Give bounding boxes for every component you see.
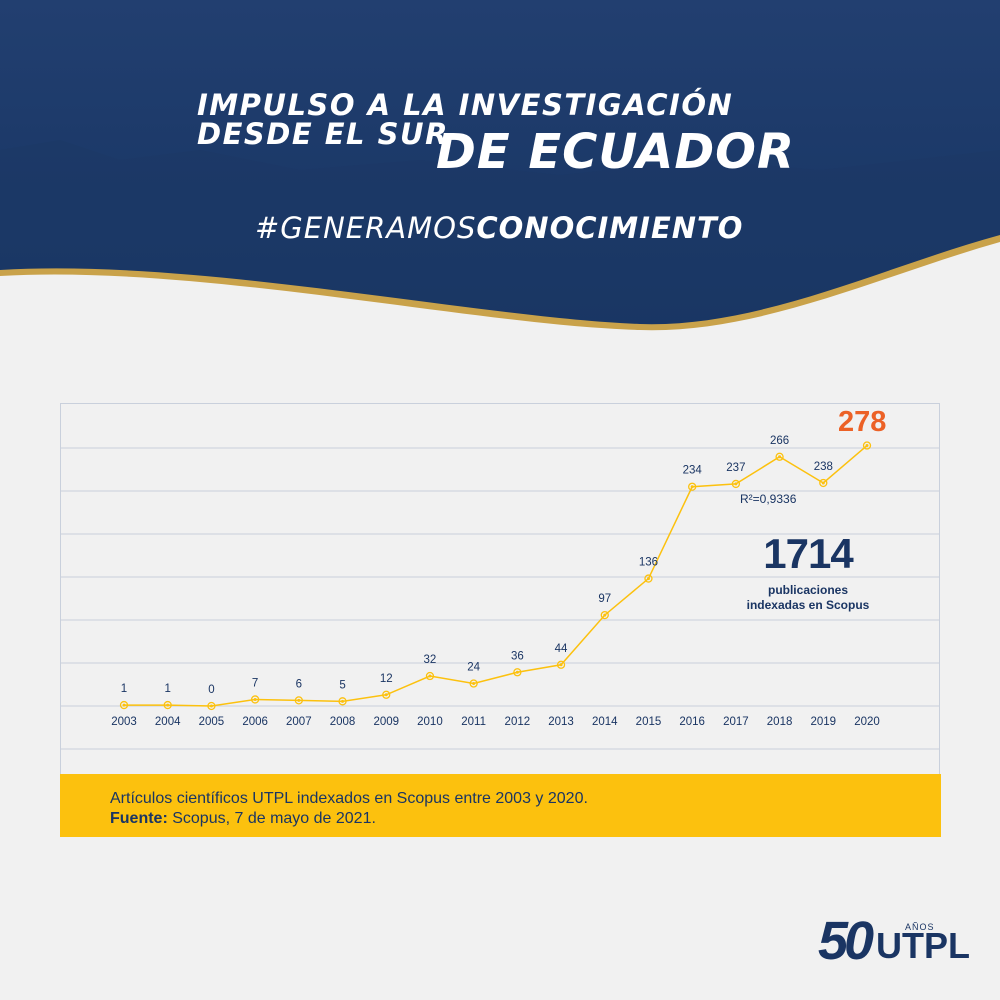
x-tick-label: 2009 bbox=[373, 716, 399, 728]
data-point bbox=[294, 696, 303, 705]
x-tick-label: 2004 bbox=[155, 716, 181, 728]
data-point-center bbox=[865, 444, 869, 448]
data-point-center bbox=[734, 482, 738, 486]
data-point bbox=[600, 610, 609, 620]
data-label: 234 bbox=[683, 465, 703, 477]
data-point-center bbox=[778, 455, 782, 459]
data-label: 36 bbox=[511, 650, 524, 662]
x-tick-label: 2015 bbox=[636, 716, 662, 728]
data-point-center bbox=[428, 674, 432, 678]
data-point bbox=[775, 452, 784, 461]
data-point-center bbox=[646, 577, 650, 581]
total-publications-label: publicaciones indexadas en Scopus bbox=[720, 583, 896, 613]
data-point bbox=[338, 697, 347, 706]
x-tick-label: 2008 bbox=[330, 716, 356, 728]
caption-source-label: Fuente: bbox=[110, 810, 168, 827]
data-point-center bbox=[122, 703, 126, 707]
data-label: 1 bbox=[121, 683, 127, 695]
total-label-line-1: publicaciones bbox=[767, 583, 849, 597]
data-point bbox=[556, 660, 566, 669]
total-label-line-2: indexadas en Scopus bbox=[746, 598, 870, 612]
data-label: 136 bbox=[639, 557, 658, 569]
r-squared-annotation: R²=0,9336 bbox=[740, 492, 797, 506]
series-line bbox=[124, 444, 868, 707]
data-label: 0 bbox=[208, 684, 214, 696]
data-label: 6 bbox=[296, 678, 302, 690]
title-line-2: DESDE EL SUR bbox=[197, 117, 449, 151]
data-point bbox=[163, 700, 172, 710]
data-point-center bbox=[253, 697, 257, 701]
data-point-center bbox=[297, 698, 301, 702]
data-point-center bbox=[821, 481, 825, 485]
data-label: 7 bbox=[252, 677, 258, 689]
data-point bbox=[250, 695, 260, 704]
header-city-texture bbox=[0, 140, 1000, 327]
utpl-50-anos-logo: 50 AÑOS UTPL bbox=[818, 914, 978, 974]
data-point bbox=[688, 482, 697, 491]
data-point-center bbox=[209, 704, 213, 708]
caption-source: Fuente: Scopus, 7 de mayo de 2021. bbox=[110, 809, 941, 829]
hashtag-light: #GENERAMOS bbox=[255, 211, 477, 245]
x-tick-label: 2017 bbox=[723, 716, 749, 728]
data-point bbox=[644, 574, 653, 583]
data-label: 97 bbox=[598, 593, 611, 605]
hashtag-bold: CONOCIMIENTO bbox=[476, 211, 744, 245]
data-point-center bbox=[690, 485, 694, 489]
total-publications-number: 1714 bbox=[763, 530, 853, 577]
data-point-center bbox=[166, 703, 170, 707]
title-line-1: IMPULSO A LA INVESTIGACIÓN bbox=[197, 88, 734, 122]
data-point-center bbox=[603, 613, 607, 617]
data-point bbox=[819, 478, 828, 488]
x-tick-label: 2012 bbox=[505, 716, 531, 728]
data-point bbox=[382, 690, 391, 699]
data-point bbox=[425, 671, 435, 681]
data-point bbox=[119, 700, 129, 710]
header-banner bbox=[0, 0, 1000, 331]
data-point-center bbox=[559, 663, 563, 667]
data-label: 24 bbox=[467, 662, 480, 674]
data-point-center bbox=[515, 670, 519, 674]
chart-frame bbox=[60, 403, 940, 775]
data-label: 5 bbox=[339, 679, 345, 691]
data-label: 32 bbox=[424, 654, 437, 666]
data-label: 237 bbox=[726, 462, 745, 474]
caption-text: Artículos científicos UTPL indexados en … bbox=[110, 790, 588, 807]
caption-source-text: Scopus, 7 de mayo de 2021. bbox=[167, 810, 376, 827]
data-point-center bbox=[472, 682, 476, 686]
title-line-2-emphasis: DE ECUADOR bbox=[436, 124, 795, 180]
x-tick-label: 2005 bbox=[199, 716, 225, 728]
data-point bbox=[513, 668, 522, 677]
x-tick-label: 2011 bbox=[461, 716, 486, 728]
x-tick-label: 2014 bbox=[592, 716, 618, 728]
data-point bbox=[207, 701, 216, 711]
x-tick-label: 2006 bbox=[242, 716, 268, 728]
x-tick-label: 2013 bbox=[548, 716, 574, 728]
data-label: 1 bbox=[165, 683, 171, 695]
x-tick-label: 2020 bbox=[854, 716, 880, 728]
logo-name: UTPL bbox=[876, 925, 970, 966]
caption-box: Artículos científicos UTPL indexados en … bbox=[60, 774, 941, 837]
data-label: 12 bbox=[380, 673, 393, 685]
data-point bbox=[469, 679, 478, 688]
logo-number: 50 bbox=[818, 911, 874, 971]
data-point bbox=[862, 441, 872, 450]
logo-anos: AÑOS bbox=[905, 922, 935, 932]
x-tick-label: 2019 bbox=[810, 716, 836, 728]
x-tick-label: 2007 bbox=[286, 716, 312, 728]
data-label: 266 bbox=[770, 435, 789, 447]
x-tick-label: 2003 bbox=[111, 716, 137, 728]
data-label: 238 bbox=[814, 461, 833, 473]
x-tick-label: 2018 bbox=[767, 716, 793, 728]
data-label: 44 bbox=[555, 643, 568, 655]
data-point-center bbox=[341, 699, 345, 703]
x-tick-label: 2010 bbox=[417, 716, 443, 728]
x-tick-label: 2016 bbox=[679, 716, 705, 728]
data-point bbox=[731, 479, 741, 489]
data-point-center bbox=[384, 693, 388, 697]
highlight-value-2020: 278 bbox=[838, 406, 887, 438]
hashtag: #GENERAMOSCONOCIMIENTO bbox=[255, 211, 1000, 245]
